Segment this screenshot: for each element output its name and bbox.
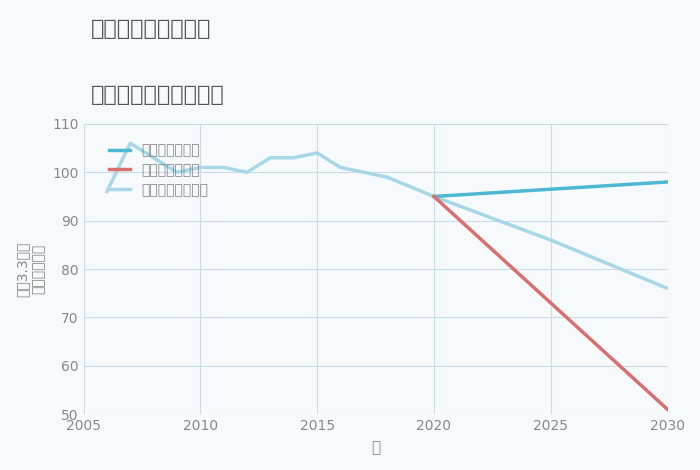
ノーマルシナリオ	[220, 164, 228, 170]
ノーマルシナリオ	[336, 164, 344, 170]
Text: 兵庫県姫路市八代の: 兵庫県姫路市八代の	[91, 19, 211, 39]
ノーマルシナリオ	[360, 170, 368, 175]
Line: ノーマルシナリオ: ノーマルシナリオ	[107, 143, 668, 289]
Text: 中古戸建ての価格推移: 中古戸建ての価格推移	[91, 85, 225, 105]
ノーマルシナリオ	[664, 286, 672, 291]
Legend: グッドシナリオ, バッドシナリオ, ノーマルシナリオ: グッドシナリオ, バッドシナリオ, ノーマルシナリオ	[102, 137, 215, 204]
グッドシナリオ	[547, 187, 555, 192]
ノーマルシナリオ	[266, 155, 274, 161]
ノーマルシナリオ	[103, 189, 111, 195]
ノーマルシナリオ	[383, 174, 391, 180]
バッドシナリオ	[664, 407, 672, 412]
ノーマルシナリオ	[547, 237, 555, 243]
バッドシナリオ	[430, 194, 438, 199]
X-axis label: 年: 年	[371, 440, 380, 455]
ノーマルシナリオ	[173, 170, 181, 175]
ノーマルシナリオ	[430, 194, 438, 199]
ノーマルシナリオ	[196, 164, 204, 170]
バッドシナリオ	[547, 300, 555, 306]
ノーマルシナリオ	[149, 155, 158, 161]
ノーマルシナリオ	[313, 150, 321, 156]
ノーマルシナリオ	[290, 155, 298, 161]
Line: バッドシナリオ: バッドシナリオ	[434, 196, 668, 409]
Line: グッドシナリオ: グッドシナリオ	[434, 182, 668, 196]
グッドシナリオ	[430, 194, 438, 199]
グッドシナリオ	[664, 179, 672, 185]
Y-axis label: 坪（3.3㎡）
単価（万円）: 坪（3.3㎡） 単価（万円）	[15, 242, 46, 297]
ノーマルシナリオ	[126, 141, 134, 146]
ノーマルシナリオ	[243, 170, 251, 175]
ノーマルシナリオ	[406, 184, 414, 189]
